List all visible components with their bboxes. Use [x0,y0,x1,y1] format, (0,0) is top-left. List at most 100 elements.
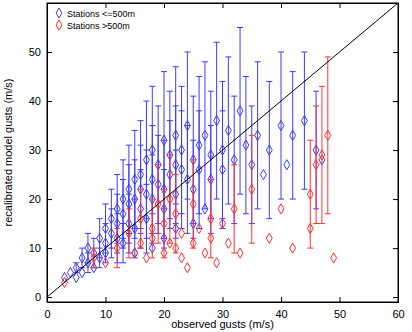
error-bar-cap [161,169,167,170]
point [220,165,226,175]
x-tick [106,3,107,8]
error-bar-cap [97,267,103,268]
point [97,233,103,243]
error-bar-cap [220,110,226,111]
error-bar-cap [103,252,109,253]
y-axis-title: recalibrated model gusts (m/s) [2,79,14,227]
x-tick: 30 [217,297,229,320]
error-bar-cap [208,91,214,92]
legend-label: Stations <=500m [67,9,135,19]
point [202,204,208,214]
error-bar-line [105,204,106,253]
error-bar-cap [190,140,196,141]
error-bar-cap [220,81,226,82]
x-tick: 50 [334,297,346,320]
error-bar-cap [325,213,331,214]
error-bar-cap [155,164,161,165]
error-bar-cap [290,199,296,200]
error-bar [79,248,85,268]
error-bar [132,160,138,238]
point [196,223,202,233]
y-tick-label: 50 [29,46,41,58]
error-bar [167,155,173,243]
x-tick-mark [281,297,282,302]
x-tick-mark [164,3,165,8]
error-bar [114,228,120,267]
error-bar-cap [225,203,231,204]
x-axis: 0102030405060 [44,297,404,320]
error-bar-line [117,228,118,267]
error-bar-cap [85,272,91,273]
point [132,248,138,258]
y-tick: 10 [29,242,52,254]
legend-marker [56,8,62,18]
error-bar-cap [278,199,284,200]
error-bar [108,189,114,248]
error-bar-cap [138,120,144,121]
error-bar-line [128,209,129,258]
y-tick-mark [393,248,398,249]
point [237,248,243,258]
x-tick-mark [47,3,48,8]
point [132,194,138,204]
y-tick-label: 10 [29,242,41,254]
point [284,160,290,170]
error-bar [143,184,149,253]
y-tick-mark [47,150,52,151]
x-tick-mark [106,3,107,8]
point [214,258,220,268]
error-bar [149,199,155,258]
error-bar-cap [237,194,243,195]
error-bar-cap [108,257,114,258]
error-bar [325,57,331,214]
error-bar-cap [173,66,179,67]
error-bar-cap [91,267,97,268]
point [179,253,185,263]
error-bar-cap [202,208,208,209]
error-bar-cap [155,105,161,106]
error-bar [266,81,272,218]
x-tick-label: 0 [44,308,50,320]
error-bar-cap [208,125,214,126]
error-bar-line [152,199,153,258]
point [331,253,337,263]
point [325,130,331,140]
error-bar-cap [161,71,167,72]
error-bar [307,140,313,248]
error-bar [103,204,109,253]
error-bar-cap [301,189,307,190]
error-bar-cap [167,154,173,155]
error-bar-cap [126,208,132,209]
error-bar-cap [91,238,97,239]
error-bar-cap [179,86,185,87]
error-bar [231,165,237,253]
error-bar-cap [126,164,132,165]
error-bar-cap [196,110,202,111]
point [173,130,179,140]
error-bar [220,111,226,229]
error-bar-cap [138,189,144,190]
point [307,189,313,199]
y-tick-mark [393,52,398,53]
x-tick-mark [106,297,107,302]
point [190,199,196,209]
error-bar-cap [319,223,325,224]
point [103,258,109,268]
y-tick [393,297,398,298]
point [120,194,126,204]
plot: 010203040506001020304050Stations <=500mS… [29,3,405,320]
y-tick-mark [47,248,52,249]
x-tick-label: 40 [275,308,287,320]
point [149,233,155,243]
point [255,130,261,140]
point [132,248,138,258]
error-bar-cap [132,238,138,239]
y-tick [393,150,398,151]
error-bar [231,96,237,223]
y-tick: 30 [29,144,52,156]
error-bar-line [321,86,322,223]
error-bar-cap [290,71,296,72]
error-bar-cap [255,208,261,209]
point [184,120,190,130]
series [62,28,325,283]
